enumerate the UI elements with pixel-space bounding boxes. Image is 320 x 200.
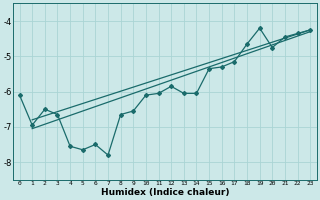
X-axis label: Humidex (Indice chaleur): Humidex (Indice chaleur)	[100, 188, 229, 197]
